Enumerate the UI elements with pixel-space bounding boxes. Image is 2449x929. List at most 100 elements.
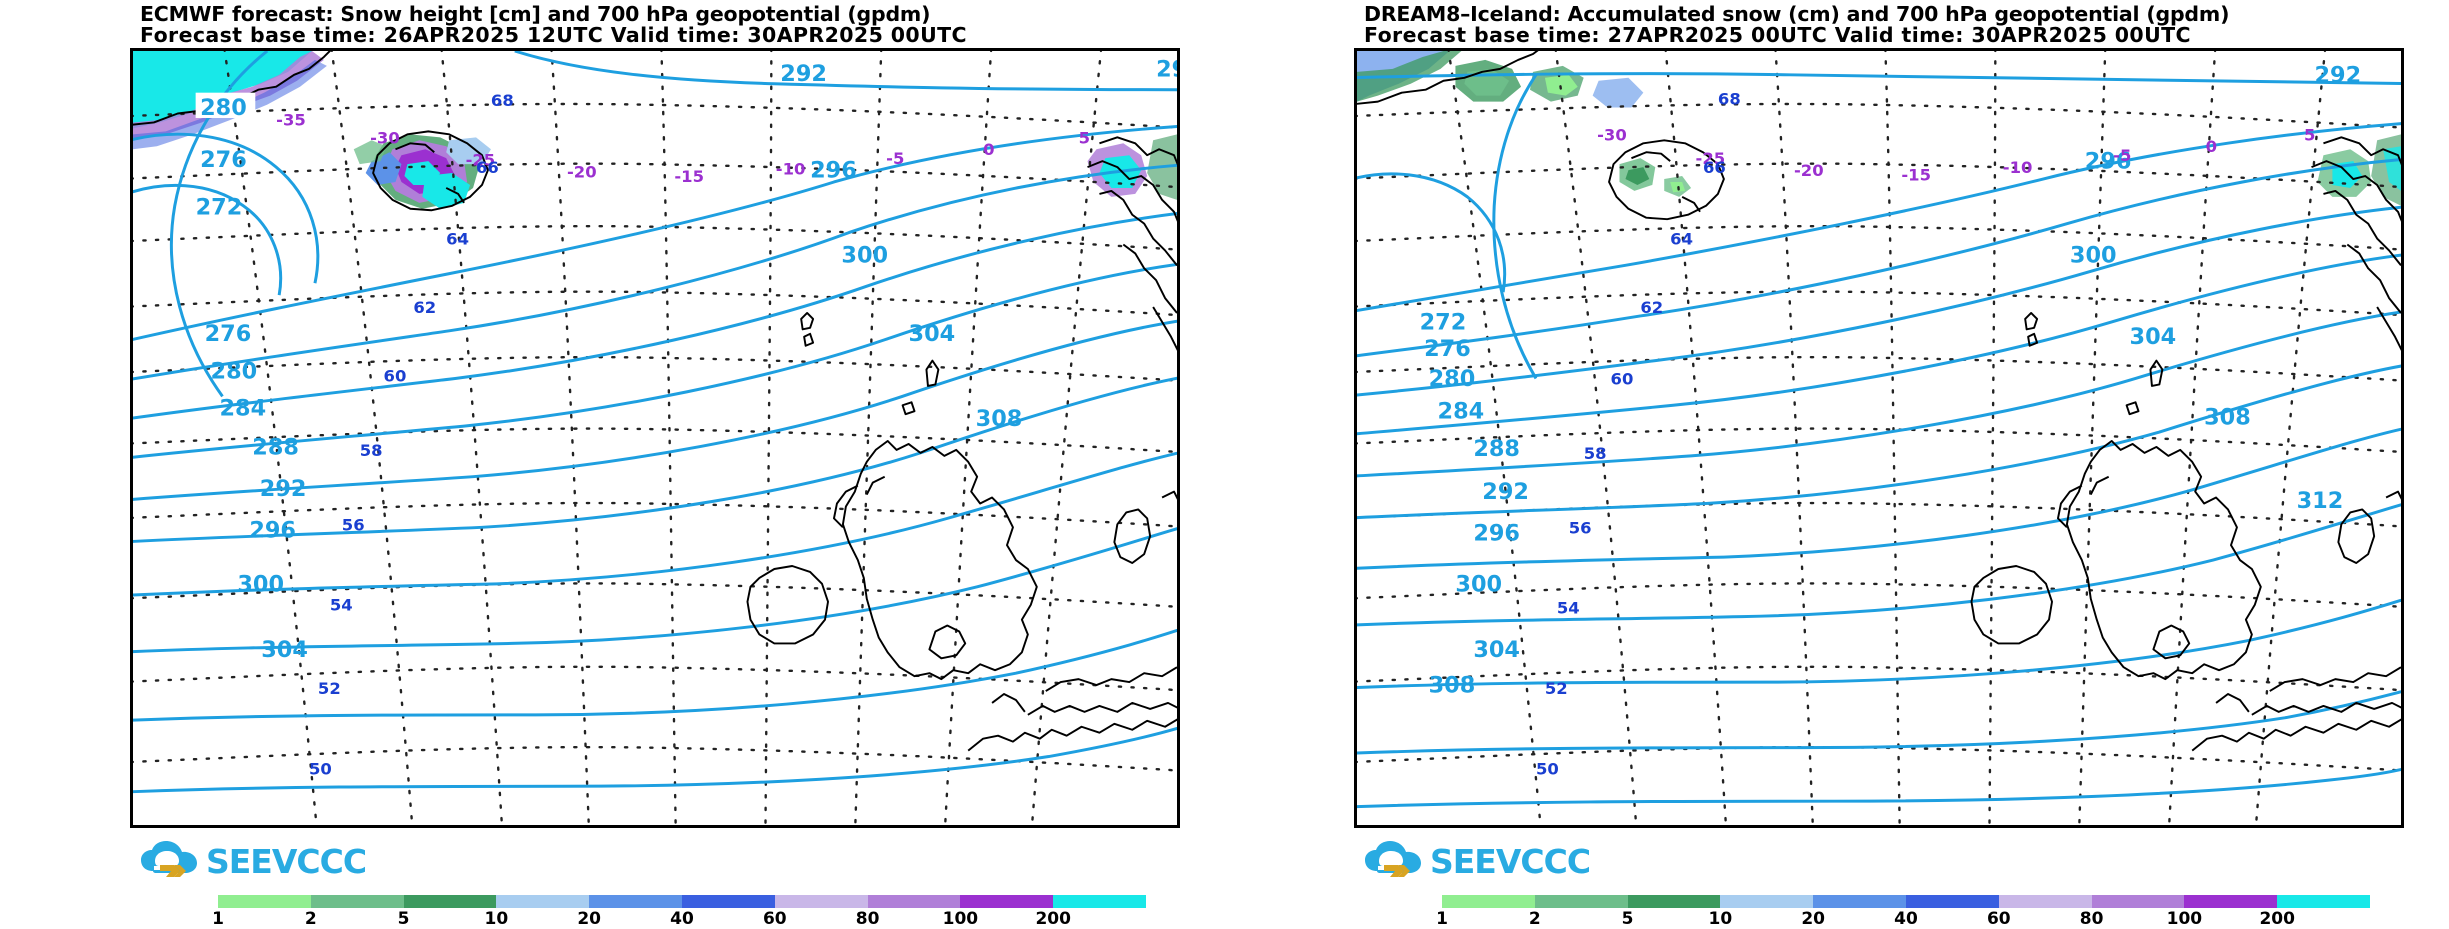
cb-label-3: 10: [484, 909, 509, 929]
title-line-2: Forecast base time: 27APR2025 00UTC Vali…: [1364, 23, 2191, 47]
svg-text:272: 272: [196, 195, 243, 221]
svg-text:308: 308: [1429, 673, 1476, 699]
cb-seg-5: [1905, 895, 1999, 908]
svg-text:296: 296: [249, 518, 296, 544]
svg-text:60: 60: [1611, 369, 1634, 388]
cb-seg-4: [589, 895, 682, 908]
coastlines: [1357, 51, 2401, 752]
svg-text:292: 292: [2314, 62, 2361, 88]
cb-label-0: 1: [1436, 909, 1448, 929]
panel-dream8: DREAM8–Iceland: Accumulated snow (cm) an…: [1224, 0, 2448, 929]
svg-text:304: 304: [2130, 324, 2177, 350]
cb-seg-7: [867, 895, 961, 908]
cb-seg-6: [1998, 895, 2092, 908]
svg-text:68: 68: [491, 91, 514, 110]
svg-text:308: 308: [976, 406, 1023, 432]
svg-text:312: 312: [2297, 488, 2344, 514]
cb-label-4: 20: [577, 909, 602, 929]
colorbar-right: 1 2 5 10 20 40 60 80 100 200: [1436, 895, 2370, 929]
svg-text:296: 296: [1473, 521, 1520, 547]
cb-seg-6: [774, 895, 868, 908]
svg-text:-15: -15: [674, 167, 704, 186]
svg-text:272: 272: [1420, 309, 1467, 335]
longitude-labels: -35 -30 -25 -20 -15 -10 -5 0 5: [276, 110, 1090, 186]
svg-text:300: 300: [2070, 242, 2117, 268]
svg-text:276: 276: [205, 321, 252, 347]
svg-text:276: 276: [200, 147, 247, 173]
seevccc-logo-right: SEEVCCC: [1364, 838, 1591, 884]
geopotential-contours: [133, 51, 1177, 794]
svg-text:300: 300: [841, 242, 888, 268]
svg-text:-5: -5: [2113, 146, 2131, 165]
cb-label-7: 80: [2079, 909, 2104, 929]
svg-text:66: 66: [476, 158, 499, 177]
svg-text:-20: -20: [1794, 161, 1824, 180]
panel-title-dream8: DREAM8–Iceland: Accumulated snow (cm) an…: [1364, 4, 2424, 46]
svg-text:304: 304: [1473, 637, 1520, 663]
colorbar-labels-right: 1 2 5 10 20 40 60 80 100 200: [1436, 909, 2370, 929]
cb-seg-9: [2277, 895, 2370, 908]
graticule: [133, 51, 1177, 825]
cb-seg-8: [2184, 895, 2278, 908]
map-dream8[interactable]: 292 296 300 304 308 312 272 276 280 284 …: [1354, 48, 2404, 828]
cloud-icon: [141, 841, 197, 877]
svg-text:308: 308: [2204, 405, 2251, 431]
svg-text:292: 292: [1482, 479, 1529, 505]
svg-text:54: 54: [1557, 599, 1580, 618]
svg-text:58: 58: [360, 441, 383, 460]
graticule: [1357, 51, 2401, 825]
map-canvas-ecmwf: 280 276 272 292 292 296 300 304 308 276 …: [133, 51, 1177, 825]
geopotential-contours: [1357, 72, 2401, 809]
svg-text:-10: -10: [776, 160, 806, 179]
svg-text:280: 280: [200, 95, 247, 121]
svg-text:52: 52: [318, 679, 341, 698]
cb-label-5: 40: [1894, 909, 1918, 929]
svg-text:296: 296: [2085, 149, 2132, 175]
cb-label-2: 5: [397, 909, 410, 929]
cb-label-9: 200: [2259, 909, 2295, 929]
svg-text:-30: -30: [370, 128, 400, 147]
svg-text:60: 60: [384, 366, 407, 385]
longitude-labels: -30 -25 -20 -15 -10 -5 0 5: [1597, 125, 2315, 184]
svg-text:292: 292: [1156, 56, 1177, 82]
svg-text:50: 50: [1536, 759, 1559, 778]
cb-label-1: 2: [1528, 909, 1541, 929]
svg-text:56: 56: [1569, 518, 1592, 537]
svg-text:-35: -35: [276, 110, 306, 129]
colorbar-gradient-left: [218, 895, 1146, 908]
cb-label-2: 5: [1621, 909, 1634, 929]
svg-text:276: 276: [1424, 336, 1471, 362]
cb-seg-8: [960, 895, 1054, 908]
svg-text:-5: -5: [886, 149, 904, 168]
map-ecmwf[interactable]: 280 276 272 292 292 296 300 304 308 276 …: [130, 48, 1180, 828]
title-line-2: Forecast base time: 26APR2025 12UTC Vali…: [140, 23, 967, 47]
svg-text:66: 66: [1703, 158, 1726, 177]
svg-text:-20: -20: [567, 163, 597, 182]
cb-label-9: 200: [1035, 909, 1071, 929]
svg-text:280: 280: [211, 358, 258, 384]
cb-label-5: 40: [670, 909, 694, 929]
cb-seg-3: [1720, 895, 1814, 908]
logo-text: SEEVCCC: [1430, 841, 1591, 881]
cb-seg-3: [496, 895, 590, 908]
cb-seg-0: [218, 895, 311, 908]
cloud-icon: [1365, 841, 1421, 877]
svg-text:62: 62: [1640, 298, 1663, 317]
title-line-1: DREAM8–Iceland: Accumulated snow (cm) an…: [1364, 2, 2230, 26]
svg-text:5: 5: [1079, 128, 1090, 147]
svg-text:0: 0: [983, 140, 994, 159]
logo-text: SEEVCCC: [206, 841, 367, 881]
cb-seg-1: [1534, 895, 1628, 908]
cb-label-6: 60: [762, 909, 787, 929]
svg-text:58: 58: [1584, 444, 1607, 463]
svg-text:68: 68: [1718, 90, 1741, 109]
cb-label-6: 60: [1986, 909, 2011, 929]
cb-label-8: 100: [942, 909, 979, 929]
svg-text:300: 300: [1455, 571, 1502, 597]
panel-ecmwf: ECMWF forecast: Snow height [cm] and 700…: [0, 0, 1224, 929]
svg-text:64: 64: [1670, 230, 1693, 249]
cb-seg-9: [1053, 895, 1146, 908]
svg-text:296: 296: [810, 158, 857, 184]
cb-seg-1: [310, 895, 404, 908]
